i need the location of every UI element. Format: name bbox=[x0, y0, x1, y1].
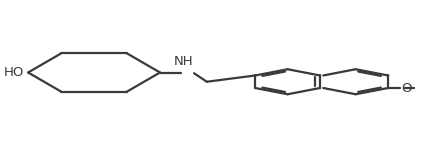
Text: HO: HO bbox=[4, 66, 24, 79]
Text: O: O bbox=[401, 81, 411, 95]
Text: NH: NH bbox=[173, 55, 193, 68]
